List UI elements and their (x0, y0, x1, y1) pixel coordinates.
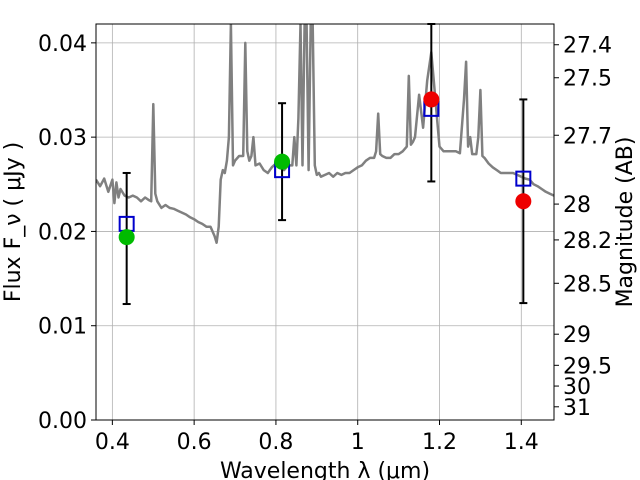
right-tick-label: 28 (563, 193, 591, 218)
x-tick-label: 1.2 (422, 430, 457, 455)
right-tick-label: 27.4 (563, 34, 612, 59)
right-tick-label: 27.5 (563, 67, 612, 92)
x-tick-label: 1 (351, 430, 365, 455)
model-square (515, 170, 532, 187)
right-tick-label: 30 (563, 375, 591, 400)
x-tick-label: 0.8 (258, 430, 293, 455)
right-tick-label: 28.5 (563, 272, 612, 297)
spectrum-line (96, 24, 554, 244)
red-point (423, 91, 440, 108)
right-tick-label: 28.2 (563, 229, 612, 254)
x-ticks: 0.4 0.6 0.8 1 1.2 1.4 (95, 420, 539, 455)
grid-lines (96, 24, 554, 421)
plot-area (96, 24, 554, 244)
markers-layer (118, 23, 532, 306)
right-tick-label: 29.5 (563, 354, 612, 379)
right-axis-label: Magnitude (AB) (613, 137, 638, 308)
red-point (515, 193, 532, 210)
x-axis-label: Wavelength λ (μm) (220, 459, 430, 480)
right-tick-label: 29 (563, 323, 591, 348)
y-tick-label: 0.02 (38, 220, 87, 245)
right-tick-label: 31 (563, 396, 591, 421)
y-tick-label: 0.00 (38, 409, 87, 434)
green-point (118, 229, 135, 246)
right-tick-label: 27.7 (563, 124, 612, 149)
y-ticks: 0.00 0.01 0.02 0.03 0.04 (38, 32, 96, 434)
green-point (274, 153, 291, 170)
x-tick-label: 1.4 (504, 430, 539, 455)
y-tick-label: 0.01 (38, 315, 87, 340)
x-tick-label: 0.4 (95, 430, 130, 455)
y-axis-label: Flux F_ν ( μJy ) (1, 142, 26, 302)
x-tick-label: 0.6 (177, 430, 212, 455)
y-tick-label: 0.03 (38, 126, 87, 151)
y-tick-label: 0.04 (38, 32, 87, 57)
plot-frame (95, 23, 555, 421)
